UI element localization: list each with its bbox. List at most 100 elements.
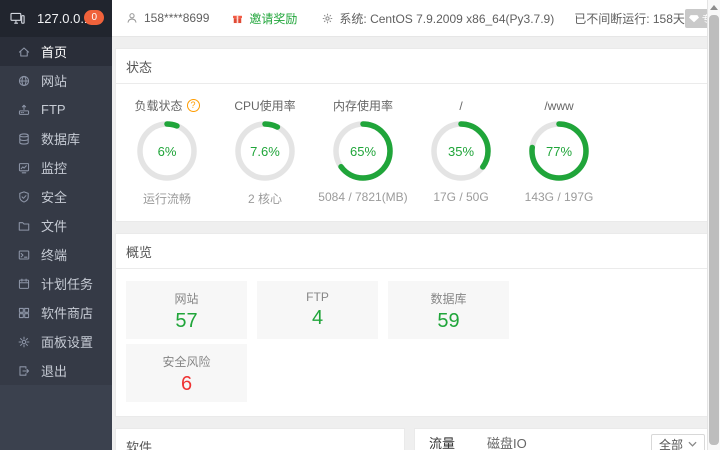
- scrollbar-up-arrow-icon[interactable]: [710, 5, 718, 10]
- sidebar-item-database[interactable]: 数据库: [0, 124, 112, 153]
- sidebar-item-apps[interactable]: 软件商店: [0, 298, 112, 327]
- gauge-subtext: 2 核心: [247, 192, 282, 206]
- gauge-label: 负载状态?: [118, 97, 216, 114]
- gauge-ring: 35%: [430, 120, 492, 182]
- tab-disk-io[interactable]: 磁盘IO: [487, 436, 527, 450]
- sidebar-item-label: 安全: [41, 190, 68, 205]
- uptime-text: 已不间断运行: 158天: [574, 11, 685, 26]
- system-text: 系统: CentOS 7.9.2009 x86_64(Py3.7.9): [339, 11, 555, 26]
- gauge-subtext: 143G / 197G: [524, 190, 594, 204]
- system-gear-icon: [321, 12, 334, 25]
- sidebar-item-folder[interactable]: 文件: [0, 211, 112, 240]
- gauge-subtext: 运行流畅: [142, 192, 191, 206]
- message-count-badge[interactable]: 0: [84, 10, 104, 25]
- sidebar-item-label: 面板设置: [41, 335, 94, 350]
- gauge-label: CPU使用率: [234, 99, 296, 113]
- system-info: 系统: CentOS 7.9.2009 x86_64(Py3.7.9): [321, 10, 554, 27]
- gauge-2: 内存使用率 65% 5084 / 7821(MB): [314, 97, 412, 207]
- database-icon: [17, 132, 31, 146]
- sidebar-item-label: 退出: [41, 364, 68, 379]
- card-label: 安全风险: [162, 355, 211, 369]
- diamond-icon: [688, 14, 699, 22]
- account-number: 158****8699: [144, 11, 210, 25]
- gift-icon: [231, 12, 244, 25]
- sidebar-item-label: 计划任务: [41, 277, 94, 292]
- overview-panel-title: 概览: [116, 234, 715, 269]
- gauge-subtext: 5084 / 7821(MB): [318, 190, 408, 204]
- sidebar-item-monitor[interactable]: 监控: [0, 153, 112, 182]
- terminal-icon: [17, 248, 31, 262]
- gauge-3: / 35% 17G / 50G: [412, 97, 510, 207]
- card-value: 4: [311, 307, 324, 329]
- gauge-label: /: [459, 98, 463, 113]
- sidebar-item-label: 数据库: [41, 132, 81, 147]
- card-value: 6: [180, 373, 193, 395]
- globe-icon: [17, 74, 31, 88]
- card-label: FTP: [306, 290, 329, 304]
- help-icon[interactable]: ?: [186, 99, 200, 112]
- card-value: 57: [175, 310, 198, 332]
- gauge-subtext: 17G / 50G: [433, 190, 489, 204]
- invite-reward-link[interactable]: 邀请奖励: [231, 10, 297, 27]
- monitor-logo-icon: [10, 12, 25, 25]
- calendar-icon: [17, 277, 31, 291]
- software-panel-title: 软件: [116, 429, 404, 450]
- sidebar-item-label: 软件商店: [41, 306, 94, 321]
- sidebar: 127.0.0.1 0 首页网站 FTP 数据库监控安全文件终端计划任务软件商店面板…: [0, 0, 112, 450]
- shield-icon: [17, 190, 31, 204]
- sidebar-item-shield[interactable]: 安全: [0, 182, 112, 211]
- gauge-ring: 6%: [136, 120, 198, 182]
- bottom-row: 软件: [115, 428, 716, 450]
- overview-panel: 概览 网站 57 FTP 4 数据库 59 安全风险 6: [115, 233, 716, 417]
- sidebar-item-ftp[interactable]: FTP: [0, 95, 112, 124]
- gauge-ring: 77%: [528, 120, 590, 182]
- tab-traffic[interactable]: 流量: [427, 429, 457, 450]
- card-value: 59: [437, 310, 460, 332]
- sidebar-item-logout[interactable]: 退出: [0, 356, 112, 385]
- sidebar-item-label: FTP: [41, 102, 66, 117]
- server-logo[interactable]: 127.0.0.1 0: [0, 0, 112, 37]
- traffic-filter-dropdown[interactable]: 全部: [650, 434, 705, 450]
- sidebar-item-calendar[interactable]: 计划任务: [0, 269, 112, 298]
- overview-card-0[interactable]: 网站 57: [126, 281, 247, 339]
- logout-icon: [17, 364, 31, 378]
- overview-card-row-2: 安全风险 6: [126, 344, 705, 402]
- monitor-icon: [17, 161, 31, 175]
- status-gauges: 负载状态? 6% 运行流畅 CPU使用率 7.6% 2 核心 内存使用率 65% 5084 / …: [116, 84, 715, 221]
- gauge-1: CPU使用率 7.6% 2 核心: [216, 97, 314, 207]
- gauge-label: /www: [544, 98, 574, 113]
- main-area: 158****8699 邀请奖励: [112, 0, 720, 450]
- gauge-value: 7.6%: [250, 143, 280, 159]
- scrollbar-thumb[interactable]: [709, 15, 719, 445]
- overview-card-2[interactable]: 数据库 59: [388, 281, 509, 339]
- content-area: 状态 负载状态? 6% 运行流畅 CPU使用率 7.6% 2 核心 内存使用率 65% 5084…: [112, 37, 720, 450]
- card-label: 数据库: [430, 292, 467, 306]
- sidebar-item-terminal[interactable]: 终端: [0, 240, 112, 269]
- gauge-ring: 65%: [332, 120, 394, 182]
- sidebar-item-globe[interactable]: 网站: [0, 66, 112, 95]
- gauge-value: 6%: [157, 143, 177, 159]
- ftp-icon: [17, 103, 31, 117]
- gauge-label: 内存使用率: [332, 99, 393, 113]
- sidebar-menu: 首页网站 FTP 数据库监控安全文件终端计划任务软件商店面板设置退出: [0, 37, 112, 385]
- folder-icon: [17, 219, 31, 233]
- sidebar-item-label: 首页: [41, 45, 68, 60]
- sidebar-item-home[interactable]: 首页: [0, 37, 112, 66]
- sidebar-item-label: 终端: [41, 248, 68, 263]
- invite-reward-label: 邀请奖励: [249, 11, 298, 26]
- gauge-ring: 7.6%: [234, 120, 296, 182]
- page-scrollbar[interactable]: [707, 0, 720, 450]
- top-header: 158****8699 邀请奖励: [112, 0, 720, 37]
- gauge-0: 负载状态? 6% 运行流畅: [118, 97, 216, 207]
- account-menu[interactable]: 158****8699: [125, 11, 209, 25]
- sidebar-filler: [0, 385, 112, 450]
- card-label: 网站: [174, 292, 199, 306]
- overview-card-3[interactable]: 安全风险 6: [126, 344, 247, 402]
- apps-icon: [17, 306, 31, 320]
- overview-card-row-1: 网站 57 FTP 4 数据库 59: [126, 281, 705, 339]
- overview-card-1[interactable]: FTP 4: [257, 281, 378, 339]
- software-panel: 软件: [115, 428, 405, 450]
- sidebar-item-gear[interactable]: 面板设置: [0, 327, 112, 356]
